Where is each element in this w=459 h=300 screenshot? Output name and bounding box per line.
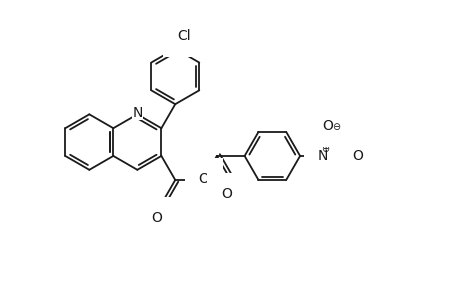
Text: N: N xyxy=(132,106,142,120)
Text: O: O xyxy=(221,187,232,201)
Text: O: O xyxy=(352,149,363,163)
Text: ⊕: ⊕ xyxy=(320,144,328,154)
Text: O: O xyxy=(151,211,162,225)
Text: N: N xyxy=(317,149,328,163)
Text: O: O xyxy=(198,172,209,186)
Text: ⊖: ⊖ xyxy=(331,122,339,132)
Text: O: O xyxy=(322,119,332,133)
Text: Cl: Cl xyxy=(177,29,190,43)
